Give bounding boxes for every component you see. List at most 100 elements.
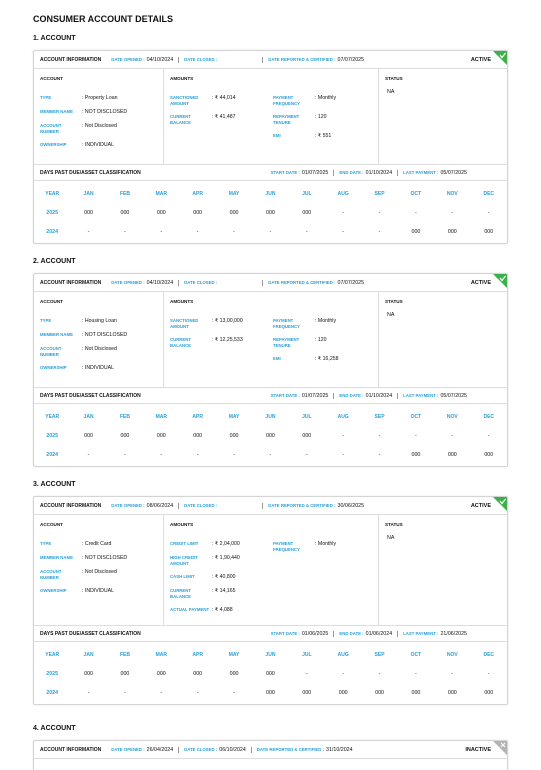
account-info-row: ACCOUNT INFORMATION DATE OPENED :04/10/2… bbox=[34, 274, 507, 292]
start-date-label: START DATE : bbox=[270, 393, 300, 398]
field-label: ACCOUNT NUMBER bbox=[40, 569, 62, 580]
last-payment-label: LAST PAYMENT : bbox=[403, 631, 439, 636]
field-label: EMI bbox=[273, 133, 281, 138]
field: TYPE: Housing Loan bbox=[40, 318, 157, 325]
dpd-table: YEAR JAN FEB MAR APR MAY JUN JUL AUG SEP OCT NOV DEC… bbox=[34, 184, 507, 241]
info-label: ACCOUNT INFORMATION bbox=[40, 56, 102, 63]
field: CURRENT BALANCE: ₹ 14,165 bbox=[170, 588, 273, 600]
dpd-cell: 000 bbox=[84, 209, 93, 216]
account-heading: 3. ACCOUNT bbox=[33, 481, 76, 488]
status-column: STATUS NA bbox=[379, 292, 507, 387]
dpd-cell: 000 bbox=[411, 451, 421, 458]
dpd-cell: - bbox=[305, 228, 308, 235]
table-row: 2024 - - - - - - - - - 000 000 000 bbox=[34, 222, 507, 241]
column-header: AMOUNTS bbox=[170, 299, 194, 304]
year-cell: 2024 bbox=[46, 689, 59, 696]
date-closed-label: DATE CLOSED : bbox=[184, 747, 218, 752]
start-date: 01/07/2025 bbox=[301, 169, 329, 176]
account-heading: 2. ACCOUNT bbox=[33, 258, 76, 265]
dpd-cell: - bbox=[415, 670, 417, 677]
dpd-cell: - bbox=[233, 228, 235, 235]
dpd-cell: 000 bbox=[156, 209, 166, 216]
field-label: REPAYMENT TENURE bbox=[273, 114, 300, 125]
field-label: OWNERSHIP bbox=[40, 588, 67, 593]
table-header-cell: MAR bbox=[155, 651, 167, 658]
field-value: : NOT DISCLOSED bbox=[82, 109, 128, 115]
field: OWNERSHIP: INDIVIDUAL bbox=[40, 142, 157, 149]
field: SANCTIONED AMOUNT: ₹ 44,014 bbox=[170, 95, 273, 107]
dpd-cell: - bbox=[415, 432, 417, 439]
account-section: 2. ACCOUNT ACCOUNT INFORMATION DATE OPENE… bbox=[33, 258, 508, 467]
field-value: : ₹ 2,04,000 bbox=[212, 541, 240, 547]
date-opened: 04/10/2024 bbox=[146, 279, 174, 286]
dpd-cell: - bbox=[487, 670, 490, 677]
date-reported-label: DATE REPORTED & CERTIFIED : bbox=[268, 280, 336, 285]
field-label: MEMBER NAME bbox=[40, 109, 73, 114]
separator bbox=[178, 279, 180, 286]
account-heading: 1. ACCOUNT bbox=[33, 35, 76, 42]
date-opened-label: DATE OPENED : bbox=[111, 747, 145, 752]
field: MEMBER NAME: NOT DISCLOSED bbox=[40, 332, 157, 339]
date-opened-label: DATE OPENED : bbox=[111, 57, 145, 62]
date-reported-label: DATE REPORTED & CERTIFIED : bbox=[268, 57, 336, 62]
dpd-cell: - bbox=[233, 451, 235, 458]
dpd-cell: - bbox=[196, 689, 199, 696]
dpd-cell: 000 bbox=[193, 670, 203, 677]
field-label: ACCOUNT NUMBER bbox=[40, 346, 62, 357]
dpd-cell: - bbox=[487, 432, 490, 439]
field-value: : Property Loan bbox=[82, 95, 118, 101]
table-header-cell: DEC bbox=[483, 413, 495, 420]
field: PAYMENT FREQUENCY: Monthly bbox=[273, 318, 373, 330]
details-grid: ACCOUNT TYPE: Credit Card MEMBER NAME: NOT… bbox=[34, 515, 507, 626]
table-header-cell: FEB bbox=[119, 651, 130, 658]
table-header-cell: JUL bbox=[302, 413, 312, 420]
field-value: : INDIVIDUAL bbox=[82, 588, 114, 594]
account-info-row: ACCOUNT INFORMATION DATE OPENED :26/04/2… bbox=[34, 741, 507, 759]
field-label: REPAYMENT TENURE bbox=[273, 337, 300, 348]
field-value: : ₹ 4,088 bbox=[212, 607, 233, 613]
dpd-cell: - bbox=[124, 228, 126, 235]
year-cell: 2025 bbox=[46, 670, 59, 677]
account-card: ACCOUNT INFORMATION DATE OPENED :04/10/2… bbox=[33, 50, 508, 244]
table-header-cell: JAN bbox=[83, 651, 94, 658]
dpd-cell: - bbox=[124, 451, 126, 458]
dpd-cell: 000 bbox=[302, 432, 312, 439]
dpd-cell: - bbox=[196, 451, 199, 458]
dpd-cell: 000 bbox=[484, 689, 494, 696]
field-value: : Not Disclosed bbox=[82, 569, 117, 575]
table-header-cell: MAY bbox=[228, 413, 240, 420]
amounts-right: PAYMENT FREQUENCY: Monthly REPAYMENT TENU… bbox=[273, 95, 373, 147]
date-opened-label: DATE OPENED : bbox=[111, 503, 145, 508]
end-date: 01/10/2024 bbox=[365, 392, 393, 399]
field-label: PAYMENT FREQUENCY bbox=[273, 541, 300, 552]
date-opened: 04/10/2024 bbox=[146, 56, 174, 63]
field-value: : Monthly bbox=[315, 95, 337, 101]
field-value: : ₹ 14,165 bbox=[212, 588, 236, 594]
last-payment-label: LAST PAYMENT : bbox=[403, 170, 439, 175]
dpd-cell: - bbox=[87, 228, 90, 235]
field-label: MEMBER NAME bbox=[40, 555, 73, 560]
field-value: : Monthly bbox=[315, 318, 337, 324]
dpd-cell: 000 bbox=[156, 670, 166, 677]
dpd-cell: 000 bbox=[120, 432, 130, 439]
date-reported: 30/06/2025 bbox=[337, 502, 365, 509]
field: ACCOUNT NUMBER: Not Disclosed bbox=[40, 123, 157, 135]
table-header-cell: OCT bbox=[410, 413, 422, 420]
field-label: SANCTIONED AMOUNT bbox=[170, 318, 199, 329]
year-cell: 2025 bbox=[46, 209, 59, 216]
dpd-label: DAYS PAST DUE/ASSET CLASSIFICATION bbox=[40, 630, 141, 637]
field-label: TYPE bbox=[40, 318, 52, 323]
amounts-left: CREDIT LIMIT: ₹ 2,04,000 HIGH CREDIT AMOU… bbox=[170, 541, 273, 621]
field-label: CURRENT BALANCE bbox=[170, 337, 192, 348]
field: MEMBER NAME: NOT DISCLOSED bbox=[40, 555, 157, 562]
field: HIGH CREDIT AMOUNT: ₹ 1,90,440 bbox=[170, 555, 273, 567]
dpd-cell: - bbox=[233, 689, 235, 696]
dpd-cell: - bbox=[160, 689, 163, 696]
field-value: : ₹ 551 bbox=[315, 133, 332, 139]
dpd-cell: - bbox=[87, 689, 90, 696]
table-header-cell: NOV bbox=[446, 413, 458, 420]
field: CURRENT BALANCE: ₹ 12,25,533 bbox=[170, 337, 273, 349]
dpd-cell: 000 bbox=[229, 209, 239, 216]
table-header-cell: YEAR bbox=[45, 651, 60, 658]
table-header-row: YEAR JAN FEB MAR APR MAY JUN JUL AUG SEP OCT NOV DEC bbox=[34, 645, 507, 664]
